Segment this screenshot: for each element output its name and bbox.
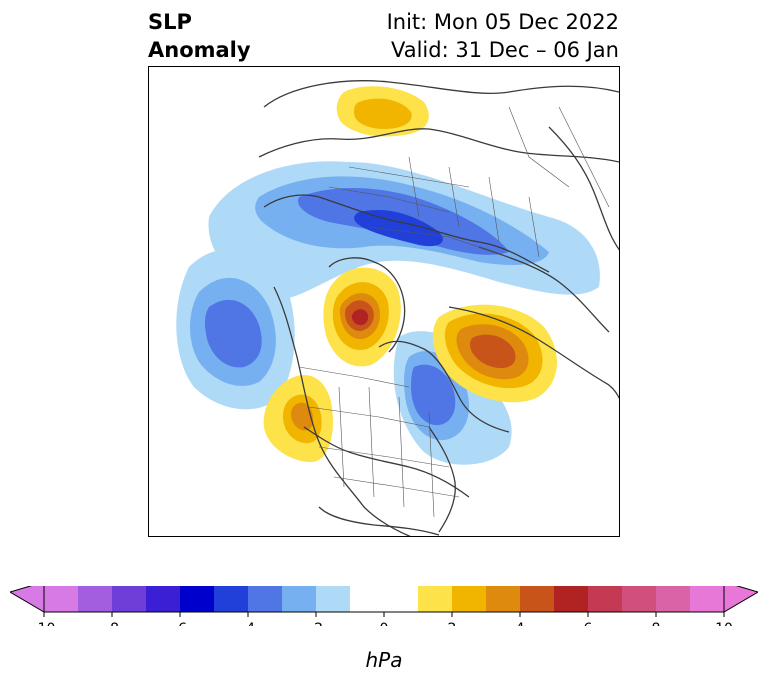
- colorbar-tick-label: -10: [33, 621, 56, 626]
- colorbar-cell: [554, 586, 589, 612]
- colorbar-units: hPa: [365, 648, 403, 672]
- positive-anomaly-siberia: [432, 304, 557, 403]
- colorbar-cell: [146, 586, 181, 612]
- colorbar-tick-label: -2: [309, 621, 323, 626]
- colorbar-cell: [486, 586, 521, 612]
- positive-anomaly-northwest: [263, 375, 333, 462]
- negative-anomaly-pacific: [176, 249, 295, 410]
- colorbar: -10 -8 -6 -4 -2 0 2 4 6 8 10: [10, 586, 758, 626]
- colorbar-tick-label: 8: [652, 621, 661, 626]
- colorbar-cell: [78, 586, 113, 612]
- map-dates: Init: Mon 05 Dec 2022 Valid: 31 Dec – 06…: [387, 8, 619, 64]
- anomaly-map: [176, 80, 619, 536]
- colorbar-cell: [622, 586, 657, 612]
- colorbar-tick-label: 4: [516, 621, 525, 626]
- colorbar-tick-label: 0: [380, 621, 389, 626]
- colorbar-tick-label: 2: [448, 621, 457, 626]
- title-line-2: Anomaly: [148, 38, 251, 62]
- colorbar-extend-low: [10, 586, 45, 613]
- colorbar-cell: [44, 586, 79, 612]
- colorbar-extend-high: [723, 586, 758, 613]
- coastlines: [258, 80, 619, 536]
- map-panel: [148, 66, 620, 537]
- colorbar-cell: [690, 586, 725, 612]
- colorbar-cell: [248, 586, 283, 612]
- colorbar-tick-label: -4: [241, 621, 255, 626]
- colorbar-tick-label: 6: [584, 621, 593, 626]
- colorbar-cell: [180, 586, 215, 612]
- colorbar-cell: [214, 586, 249, 612]
- colorbar-cell: [350, 586, 385, 612]
- country-borders: [298, 106, 610, 518]
- colorbar-tick-label: -6: [173, 621, 187, 626]
- init-date: Init: Mon 05 Dec 2022: [386, 10, 619, 34]
- title-line-1: SLP: [148, 10, 192, 34]
- map-title: SLP Anomaly: [148, 8, 251, 64]
- colorbar-cell: [282, 586, 317, 612]
- colorbar-cell: [520, 586, 555, 612]
- colorbar-cell: [418, 586, 453, 612]
- colorbar-ticks: -10 -8 -6 -4 -2 0 2 4 6 8 10: [33, 612, 733, 626]
- positive-anomaly-north: [336, 86, 429, 137]
- valid-range: Valid: 31 Dec – 06 Jan: [390, 38, 619, 62]
- colorbar-tick-label: -8: [105, 621, 119, 626]
- colorbar-cell: [452, 586, 487, 612]
- colorbar-cell: [112, 586, 147, 612]
- colorbar-cell: [588, 586, 623, 612]
- colorbar-tick-label: 10: [715, 621, 733, 626]
- colorbar-cell: [316, 586, 351, 612]
- colorbar-cell: [384, 586, 419, 612]
- colorbar-cells: [44, 586, 725, 612]
- positive-anomaly-greenland: [323, 267, 401, 367]
- colorbar-cell: [656, 586, 691, 612]
